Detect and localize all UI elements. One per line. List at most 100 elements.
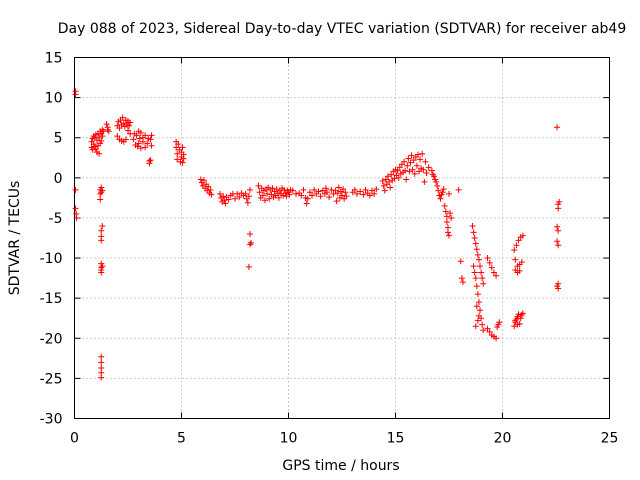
data-point [515,237,522,244]
data-point [470,263,477,270]
data-point [408,152,415,159]
y-tick-label: -20 [40,331,63,347]
data-point [440,186,447,193]
data-point [99,133,106,140]
data-point [446,232,452,239]
data-point [342,189,349,196]
data-point [72,205,79,212]
data-point [444,229,451,236]
y-tick-label: 10 [45,91,63,107]
data-point [217,190,224,197]
x-tick-label: 5 [177,431,186,447]
data-point [406,168,413,175]
data-point [405,155,412,162]
data-point [380,182,387,189]
data-point [411,170,418,177]
data-point [471,235,478,241]
data-point [137,129,144,136]
data-point [382,176,389,183]
data-point [386,178,393,185]
data-point [136,135,143,142]
data-point [469,222,476,229]
data-point [72,91,79,98]
data-point [433,178,440,185]
data-point [556,198,563,205]
data-point [517,315,524,322]
data-point [479,275,486,282]
data-point [72,186,79,193]
data-point [493,335,500,342]
data-point [448,214,455,221]
data-point [554,223,561,230]
x-tick-label: 20 [494,431,512,447]
data-point [175,141,182,148]
data-point [391,175,398,182]
data-point [413,162,420,169]
data-point [474,291,481,298]
data-point [289,187,296,194]
data-points [72,88,563,381]
data-point [173,144,180,151]
data-point [439,189,446,196]
data-point [484,325,491,332]
data-point [443,213,450,220]
data-point [221,197,228,204]
data-point [328,186,335,193]
data-point [422,158,429,165]
data-point [269,185,276,192]
data-point [99,263,106,270]
data-point [144,140,151,147]
data-point [96,134,103,141]
data-point [266,195,273,202]
data-point [100,128,107,135]
data-point [478,269,485,276]
data-point [137,145,144,152]
x-tick-label: 15 [387,431,405,447]
data-point [273,186,280,193]
data-point [326,194,333,201]
data-point [315,188,322,195]
data-point [148,142,155,149]
data-point [200,177,207,184]
data-point [133,132,140,139]
x-tick-label: 0 [70,431,79,447]
data-point [122,136,129,143]
data-point [142,132,149,139]
data-point [512,256,519,263]
data-point [357,188,364,195]
data-point [402,167,409,174]
data-point [555,227,562,234]
data-point [437,195,444,202]
data-point [515,311,522,318]
data-point [208,191,215,198]
data-point [319,187,326,194]
data-point [431,173,438,180]
data-point [339,192,345,199]
data-point [125,127,131,134]
data-point [303,200,310,207]
data-point [446,190,452,197]
data-point [472,275,479,282]
data-point [496,319,503,326]
data-point [222,200,229,207]
data-point [351,186,358,193]
data-point [396,164,403,171]
data-point [207,186,214,193]
data-point [311,186,318,193]
data-point [180,155,187,162]
data-point [92,145,99,152]
data-point [493,272,500,279]
data-point [480,327,487,334]
data-point [458,275,465,282]
data-point [98,227,105,234]
data-point [126,122,133,129]
data-point [127,119,134,126]
data-point [264,190,271,197]
data-point [473,303,480,310]
data-point [474,317,481,324]
data-point [428,167,435,174]
y-tick-labels: -30 -25 -20 -15 -10 -5 0 5 10 15 [40,51,63,428]
data-point [477,263,484,270]
data-point [409,166,416,173]
data-point [148,132,155,139]
